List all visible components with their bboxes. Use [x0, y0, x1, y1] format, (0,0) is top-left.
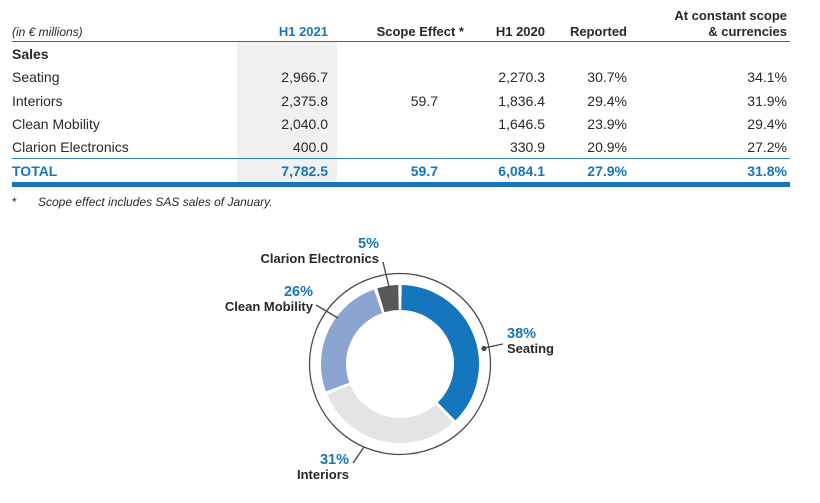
leader-line-seating — [483, 343, 504, 349]
cell-reported: 23.9% — [587, 115, 627, 132]
donut-segment-clarion-electronics — [377, 285, 400, 313]
cell-reported: 20.9% — [587, 138, 627, 155]
cell-h1-2021: 2,040.0 — [281, 115, 328, 132]
chart-label-interiors: 31% Interiors — [296, 452, 349, 482]
row-label: Clean Mobility — [12, 115, 100, 132]
row-label: Seating — [12, 69, 60, 85]
cell-constant: 27.2% — [747, 138, 787, 155]
donut-segment-interiors — [327, 384, 453, 443]
col-header-constant-scope: At constant scope & currencies — [630, 8, 790, 40]
cell-reported: 29.4% — [587, 92, 627, 109]
unit-label: (in € millions) — [12, 25, 83, 39]
cell-scope-effect: 59.7 — [410, 92, 438, 109]
donut-segment-clean-mobility — [321, 289, 383, 392]
cell-h1-2020: 2,270.3 — [498, 69, 545, 85]
chart-label-clean-mobility: 26% Clean Mobility — [224, 284, 313, 314]
chart-label-seating: 38% Seating — [507, 326, 554, 356]
table-row-seating: Seating 2,966.7 2,270.3 30.7% 34.1% — [12, 65, 790, 89]
table-row-clarion-electronics: Clarion Electronics 400.0 330.9 20.9% 27… — [12, 135, 790, 158]
total-label: TOTAL — [12, 162, 58, 179]
cell-h1-2020: 1,646.5 — [498, 115, 545, 132]
cell-h1-2021: 400.0 — [292, 138, 328, 155]
footnote: * Scope effect includes SAS sales of Jan… — [12, 195, 790, 209]
cell-constant: 34.1% — [747, 69, 787, 85]
pct-clarion-electronics: 5% — [358, 236, 379, 252]
section-label: Sales — [12, 45, 49, 62]
sales-table: (in € millions) H1 2021 Scope Effect * H… — [12, 8, 790, 209]
donut-segment-seating — [400, 285, 479, 421]
shaded-cell — [237, 42, 337, 65]
col-header-scope-effect: Scope Effect * — [376, 24, 464, 39]
cell-constant: 31.8% — [747, 162, 787, 179]
constant-scope-line2: & currencies — [708, 24, 787, 39]
row-label: Interiors — [12, 92, 63, 109]
name-seating: Seating — [507, 340, 554, 356]
cell-reported: 27.9% — [587, 162, 627, 179]
footnote-text: Scope effect includes SAS sales of Janua… — [38, 195, 273, 209]
footnote-marker: * — [12, 195, 17, 209]
pct-interiors: 31% — [319, 452, 349, 468]
leader-line-clarion-electronics — [382, 261, 390, 288]
leader-line-clean-mobility — [315, 304, 339, 319]
cell-h1-2021: 7,782.5 — [281, 162, 328, 179]
pct-clean-mobility: 26% — [283, 284, 313, 300]
sales-split-donut-chart: 5% Clarion Electronics 26% Clean Mobilit… — [0, 210, 820, 503]
table-header-row: (in € millions) H1 2021 Scope Effect * H… — [12, 8, 790, 42]
name-clean-mobility: Clean Mobility — [224, 298, 313, 314]
table-row-interiors: Interiors 2,375.8 59.7 1,836.4 29.4% 31.… — [12, 89, 790, 112]
donut-chart-svg — [308, 261, 504, 464]
table-row-clean-mobility: Clean Mobility 2,040.0 1,646.5 23.9% 29.… — [12, 112, 790, 135]
col-header-h1-2021: H1 2021 — [278, 24, 328, 39]
cell-h1-2020: 6,084.1 — [498, 162, 545, 179]
cell-reported: 30.7% — [587, 69, 627, 85]
cell-constant: 31.9% — [747, 92, 787, 109]
pct-seating: 38% — [507, 326, 537, 342]
col-header-reported: Reported — [569, 24, 627, 39]
cell-h1-2021: 2,375.8 — [281, 92, 328, 109]
chart-label-clarion-electronics: 5% Clarion Electronics — [260, 236, 379, 266]
cell-h1-2020: 1,836.4 — [498, 92, 545, 109]
constant-scope-line1: At constant scope — [674, 8, 787, 23]
cell-scope-effect: 59.7 — [410, 162, 438, 179]
cell-h1-2020: 330.9 — [509, 138, 545, 155]
table-section-row-sales: Sales — [12, 42, 790, 65]
leader-line-interiors — [352, 446, 365, 464]
row-label: Clarion Electronics — [12, 138, 129, 155]
donut-outline-circle — [308, 272, 492, 456]
col-header-h1-2020: H1 2020 — [495, 24, 545, 39]
cell-constant: 29.4% — [747, 115, 787, 132]
name-interiors: Interiors — [296, 466, 349, 482]
table-row-total: TOTAL 7,782.5 59.7 6,084.1 27.9% 31.8% — [12, 158, 790, 187]
name-clarion-electronics: Clarion Electronics — [260, 250, 379, 266]
cell-h1-2021: 2,966.7 — [281, 69, 328, 85]
donut-segments — [321, 285, 479, 443]
leader-dot-seating — [481, 345, 487, 352]
